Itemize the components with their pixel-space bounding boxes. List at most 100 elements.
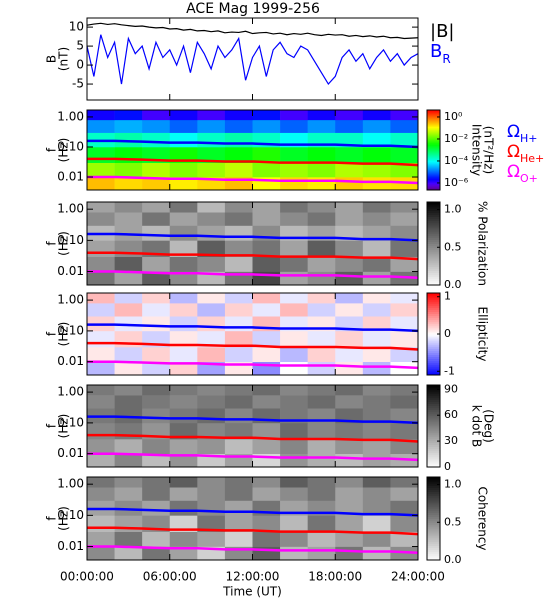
colorbar-segment bbox=[427, 541, 440, 544]
legend-subscript: H+ bbox=[520, 132, 538, 145]
colorbar-segment bbox=[427, 260, 440, 263]
colorbar-segment bbox=[427, 152, 440, 155]
heatmap-cell bbox=[169, 212, 198, 226]
colorbar-segment bbox=[427, 520, 440, 524]
colorbar-segment bbox=[427, 551, 440, 555]
heatmap-cell bbox=[335, 515, 364, 532]
heatmap-cell bbox=[87, 162, 115, 178]
heatmap-cell bbox=[362, 146, 391, 163]
heatmap-cell bbox=[87, 177, 115, 191]
colorbar-segment bbox=[427, 456, 440, 460]
heatmap-cell bbox=[224, 408, 253, 424]
colorbar-segment bbox=[427, 241, 440, 244]
colorbar-tick-label: 0.0 bbox=[444, 553, 462, 566]
heatmap-cell bbox=[197, 303, 226, 317]
colorbar-segment bbox=[427, 514, 440, 517]
heatmap-cell bbox=[307, 271, 336, 286]
heatmap-cell bbox=[87, 303, 115, 317]
heatmap-cell bbox=[197, 395, 226, 409]
y-tick-label: 0.10 bbox=[57, 139, 84, 153]
heatmap-cell bbox=[335, 110, 364, 121]
heatmap-cell bbox=[224, 146, 253, 163]
y-axis-label: (Hz) bbox=[57, 138, 71, 163]
heatmap-cell bbox=[114, 453, 143, 468]
colorbar-segment bbox=[427, 158, 440, 161]
colorbar-segment bbox=[427, 533, 440, 536]
colorbar-segment bbox=[427, 124, 440, 127]
colorbar-segment bbox=[427, 397, 440, 400]
heatmap-cell bbox=[114, 385, 143, 396]
heatmap-cell bbox=[87, 477, 115, 488]
heatmap-cell bbox=[280, 110, 308, 121]
legend-entry: |B| bbox=[430, 21, 454, 42]
colorbar-segment bbox=[427, 228, 440, 232]
colorbar-segment bbox=[427, 235, 440, 238]
heatmap-cell bbox=[224, 347, 253, 363]
colorbar-segment bbox=[427, 413, 440, 417]
heatmap-cell bbox=[197, 330, 226, 348]
colorbar-segment bbox=[427, 444, 440, 447]
colorbar-segment bbox=[427, 114, 440, 117]
heatmap-cell bbox=[87, 271, 115, 286]
colorbar-segment bbox=[427, 210, 440, 213]
heatmap-cell bbox=[280, 330, 308, 348]
heatmap-cell bbox=[87, 385, 115, 396]
y-tick-label: 0.10 bbox=[57, 233, 84, 247]
y-tick-label: 0 bbox=[76, 58, 84, 72]
colorbar-segment bbox=[427, 188, 440, 191]
colorbar-segment bbox=[427, 307, 440, 310]
colorbar-segment bbox=[427, 274, 440, 278]
colorbar-segment bbox=[427, 132, 440, 135]
heatmap-cell bbox=[169, 477, 198, 488]
heatmap-cell bbox=[362, 546, 391, 561]
heatmap-cell bbox=[142, 316, 171, 332]
heatmap-cell bbox=[362, 515, 391, 532]
colorbar-segment bbox=[427, 184, 440, 187]
colorbar-segment bbox=[427, 293, 440, 296]
heatmap-cell bbox=[197, 408, 226, 424]
colorbar-segment bbox=[427, 329, 440, 333]
colorbar-segment bbox=[427, 352, 440, 355]
heatmap-cell bbox=[252, 110, 281, 121]
colorbar-segment bbox=[427, 448, 440, 452]
heatmap-cell bbox=[169, 487, 198, 501]
colorbar-segment bbox=[427, 255, 440, 259]
heatmap-cell bbox=[87, 256, 115, 272]
heatmap-cell bbox=[87, 202, 115, 213]
colorbar-segment bbox=[427, 303, 440, 306]
heatmap-cell bbox=[87, 487, 115, 501]
x-tick-label: 00:00:00 bbox=[60, 570, 114, 584]
colorbar-segment bbox=[427, 202, 440, 205]
colorbar-segment bbox=[427, 348, 440, 351]
heatmap-cell bbox=[362, 422, 391, 440]
heatmap-cell bbox=[335, 177, 364, 191]
heatmap-cell bbox=[307, 146, 336, 163]
heatmap-cell bbox=[307, 110, 336, 121]
heatmap-cell bbox=[390, 212, 419, 226]
y-tick-label: 0.01 bbox=[57, 264, 84, 278]
colorbar-segment bbox=[427, 336, 440, 339]
heatmap-cell bbox=[390, 146, 419, 163]
colorbar-segment bbox=[427, 282, 440, 286]
heatmap-cell bbox=[307, 240, 336, 257]
colorbar-segment bbox=[427, 501, 440, 505]
heatmap-cell bbox=[307, 546, 336, 561]
heatmap-cell bbox=[362, 162, 391, 178]
colorbar-segment bbox=[427, 366, 440, 370]
colorbar-segment bbox=[427, 512, 440, 515]
colorbar-segment bbox=[427, 370, 440, 374]
colorbar-tick-label: 0.5 bbox=[444, 240, 462, 253]
heatmap-cell bbox=[280, 119, 308, 133]
heatmap-cell bbox=[142, 487, 171, 501]
colorbar-tick-label: 10⁰ bbox=[444, 110, 463, 123]
heatmap-cell bbox=[252, 330, 281, 348]
heatmap-cell bbox=[114, 256, 143, 272]
colorbar-segment bbox=[427, 160, 440, 163]
heatmap-cell bbox=[280, 439, 308, 455]
y-tick-label: 0.01 bbox=[57, 170, 84, 184]
colorbar-segment bbox=[427, 479, 440, 482]
heatmap-cell bbox=[142, 395, 171, 409]
heatmap-cell bbox=[280, 487, 308, 501]
colorbar-segment bbox=[427, 334, 440, 337]
heatmap-cell bbox=[362, 316, 391, 332]
